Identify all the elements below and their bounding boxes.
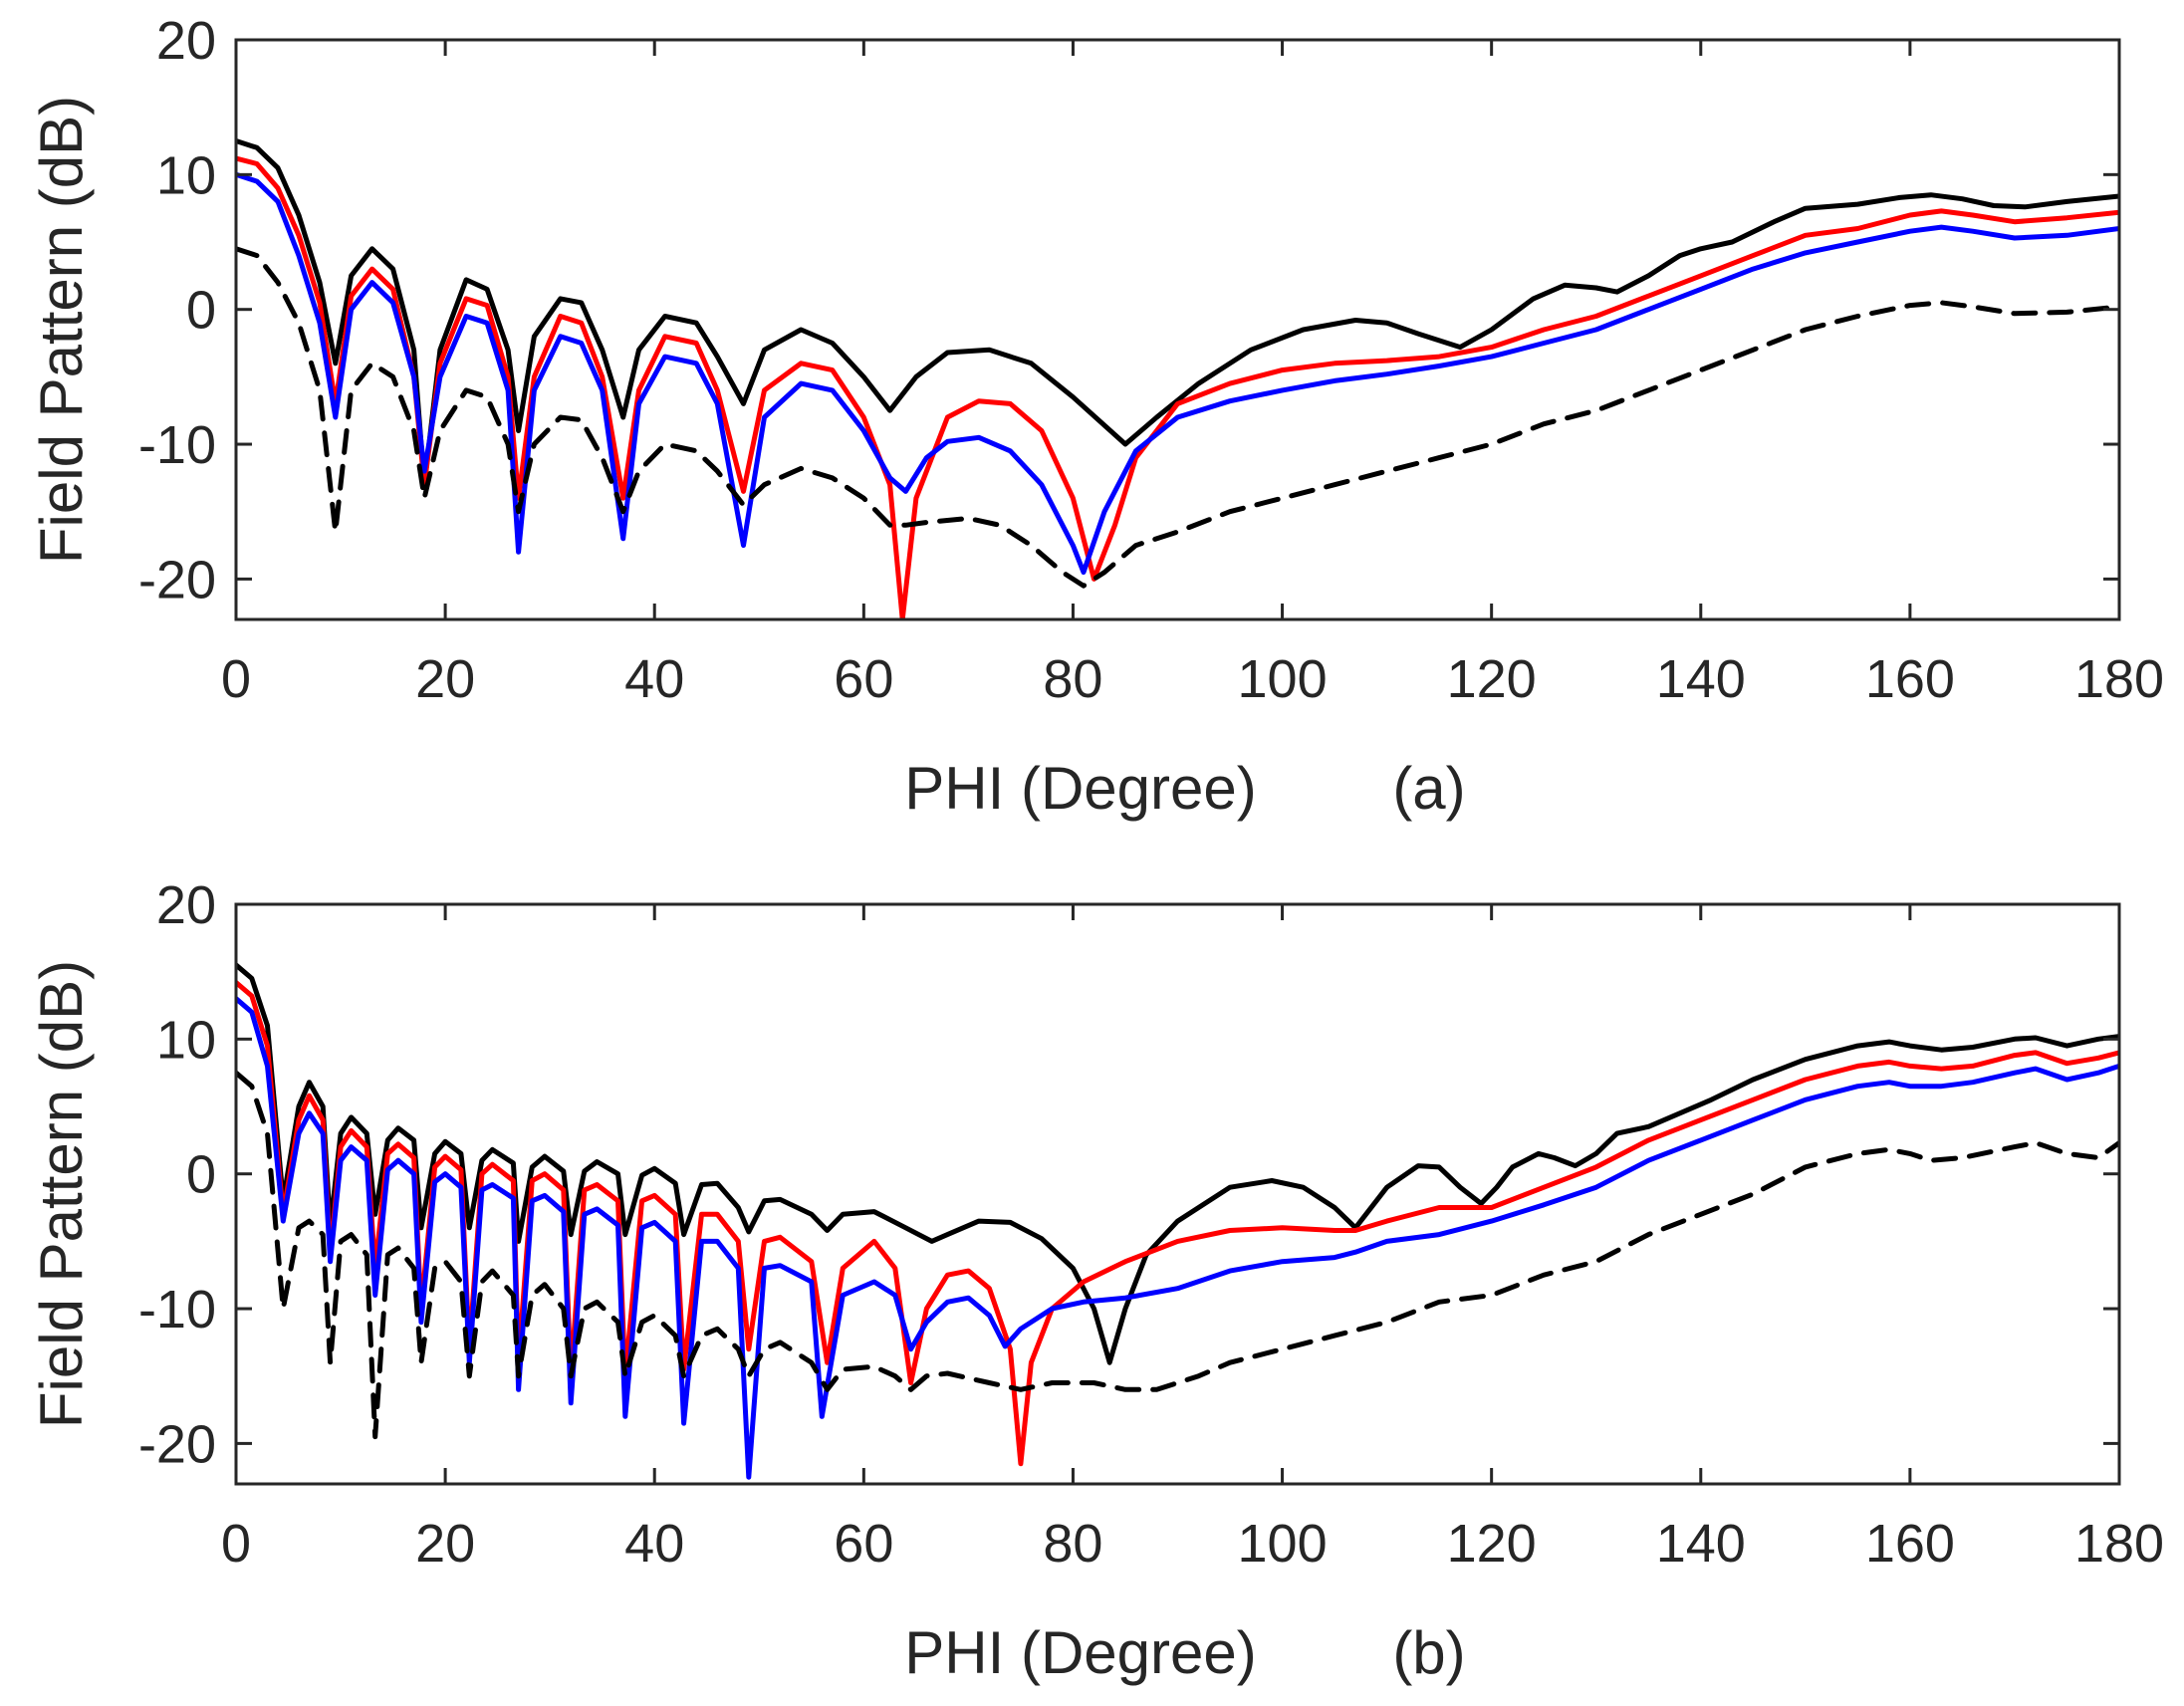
panel-a-y-tick-label: -20 xyxy=(138,550,216,609)
panel-b-x-tick-label: 0 xyxy=(221,1514,251,1574)
panel-a-x-tick-label: 180 xyxy=(2074,649,2164,709)
panel-a-y-tick-label: 10 xyxy=(156,145,216,205)
panel-b-series-black-solid-line xyxy=(236,962,2119,1365)
panel-b-series-black-dashed-line xyxy=(236,1070,2119,1440)
panel-b-x-tick-label: 100 xyxy=(1238,1514,1328,1574)
panel-b-x-tick-label: 180 xyxy=(2074,1514,2164,1574)
panel-b-tag: (b) xyxy=(1392,1619,1465,1686)
panel-b-series-blue-solid-line xyxy=(236,996,2119,1480)
panel-b-x-tick-label: 140 xyxy=(1656,1514,1746,1574)
panel-b-series-red-solid-line xyxy=(236,980,2119,1467)
panel-a-plot-area xyxy=(236,138,2119,619)
panel-a-y-tick-label: 20 xyxy=(156,11,216,71)
panel-a-series-blue-solid-line xyxy=(236,171,2119,576)
panel-a-tag: (a) xyxy=(1392,755,1465,822)
panel-a-x-axis-label: PHI (Degree) xyxy=(904,755,1256,822)
panel-b-plot-area xyxy=(236,962,2119,1480)
panel-b-y-tick-label: -10 xyxy=(138,1280,216,1340)
panel-a-x-tick-label: 40 xyxy=(624,649,684,709)
panel-b-y-tick-label: -20 xyxy=(138,1414,216,1474)
panel-a-y-tick-label: 0 xyxy=(186,281,216,341)
panel-b-y-tick-label: 10 xyxy=(156,1010,216,1070)
panel-b-x-tick-label: 20 xyxy=(415,1514,475,1574)
panel-a-x-tick-label: 140 xyxy=(1656,649,1746,709)
panel-b-x-tick-label: 60 xyxy=(834,1514,893,1574)
panel-a-x-tick-label: 0 xyxy=(221,649,251,709)
panel-b-x-axis-label: PHI (Degree) xyxy=(904,1619,1256,1686)
panel-a-x-tick-label: 100 xyxy=(1238,649,1328,709)
panel-a-x-tick-label: 60 xyxy=(834,649,893,709)
panel-a-x-tick-label: 160 xyxy=(1865,649,1955,709)
panel-b-axes-frame xyxy=(234,902,2121,1486)
panel-b-x-tick-label: 120 xyxy=(1447,1514,1537,1574)
panel-a-series-black-solid-line xyxy=(236,138,2119,488)
panel-a-x-tick-label: 120 xyxy=(1447,649,1537,709)
panel-b-x-tick-label: 160 xyxy=(1865,1514,1955,1574)
panel-a-axes-frame xyxy=(234,38,2121,621)
panel-b-y-tick-label: 20 xyxy=(156,875,216,935)
panel-a-x-tick-label: 20 xyxy=(415,649,475,709)
panel-b-x-tick-label: 80 xyxy=(1043,1514,1102,1574)
panel-b-y-axis-label: Field Pattern (dB) xyxy=(28,960,95,1428)
panel-b-x-tick-label: 40 xyxy=(624,1514,684,1574)
panel-a-x-tick-label: 80 xyxy=(1043,649,1102,709)
panel-a-y-axis-label: Field Pattern (dB) xyxy=(28,96,95,564)
panel-a-series-black-dashed-line xyxy=(236,246,2119,589)
panel-b-y-tick-label: 0 xyxy=(186,1145,216,1205)
panel-a-y-tick-label: -10 xyxy=(138,415,216,475)
